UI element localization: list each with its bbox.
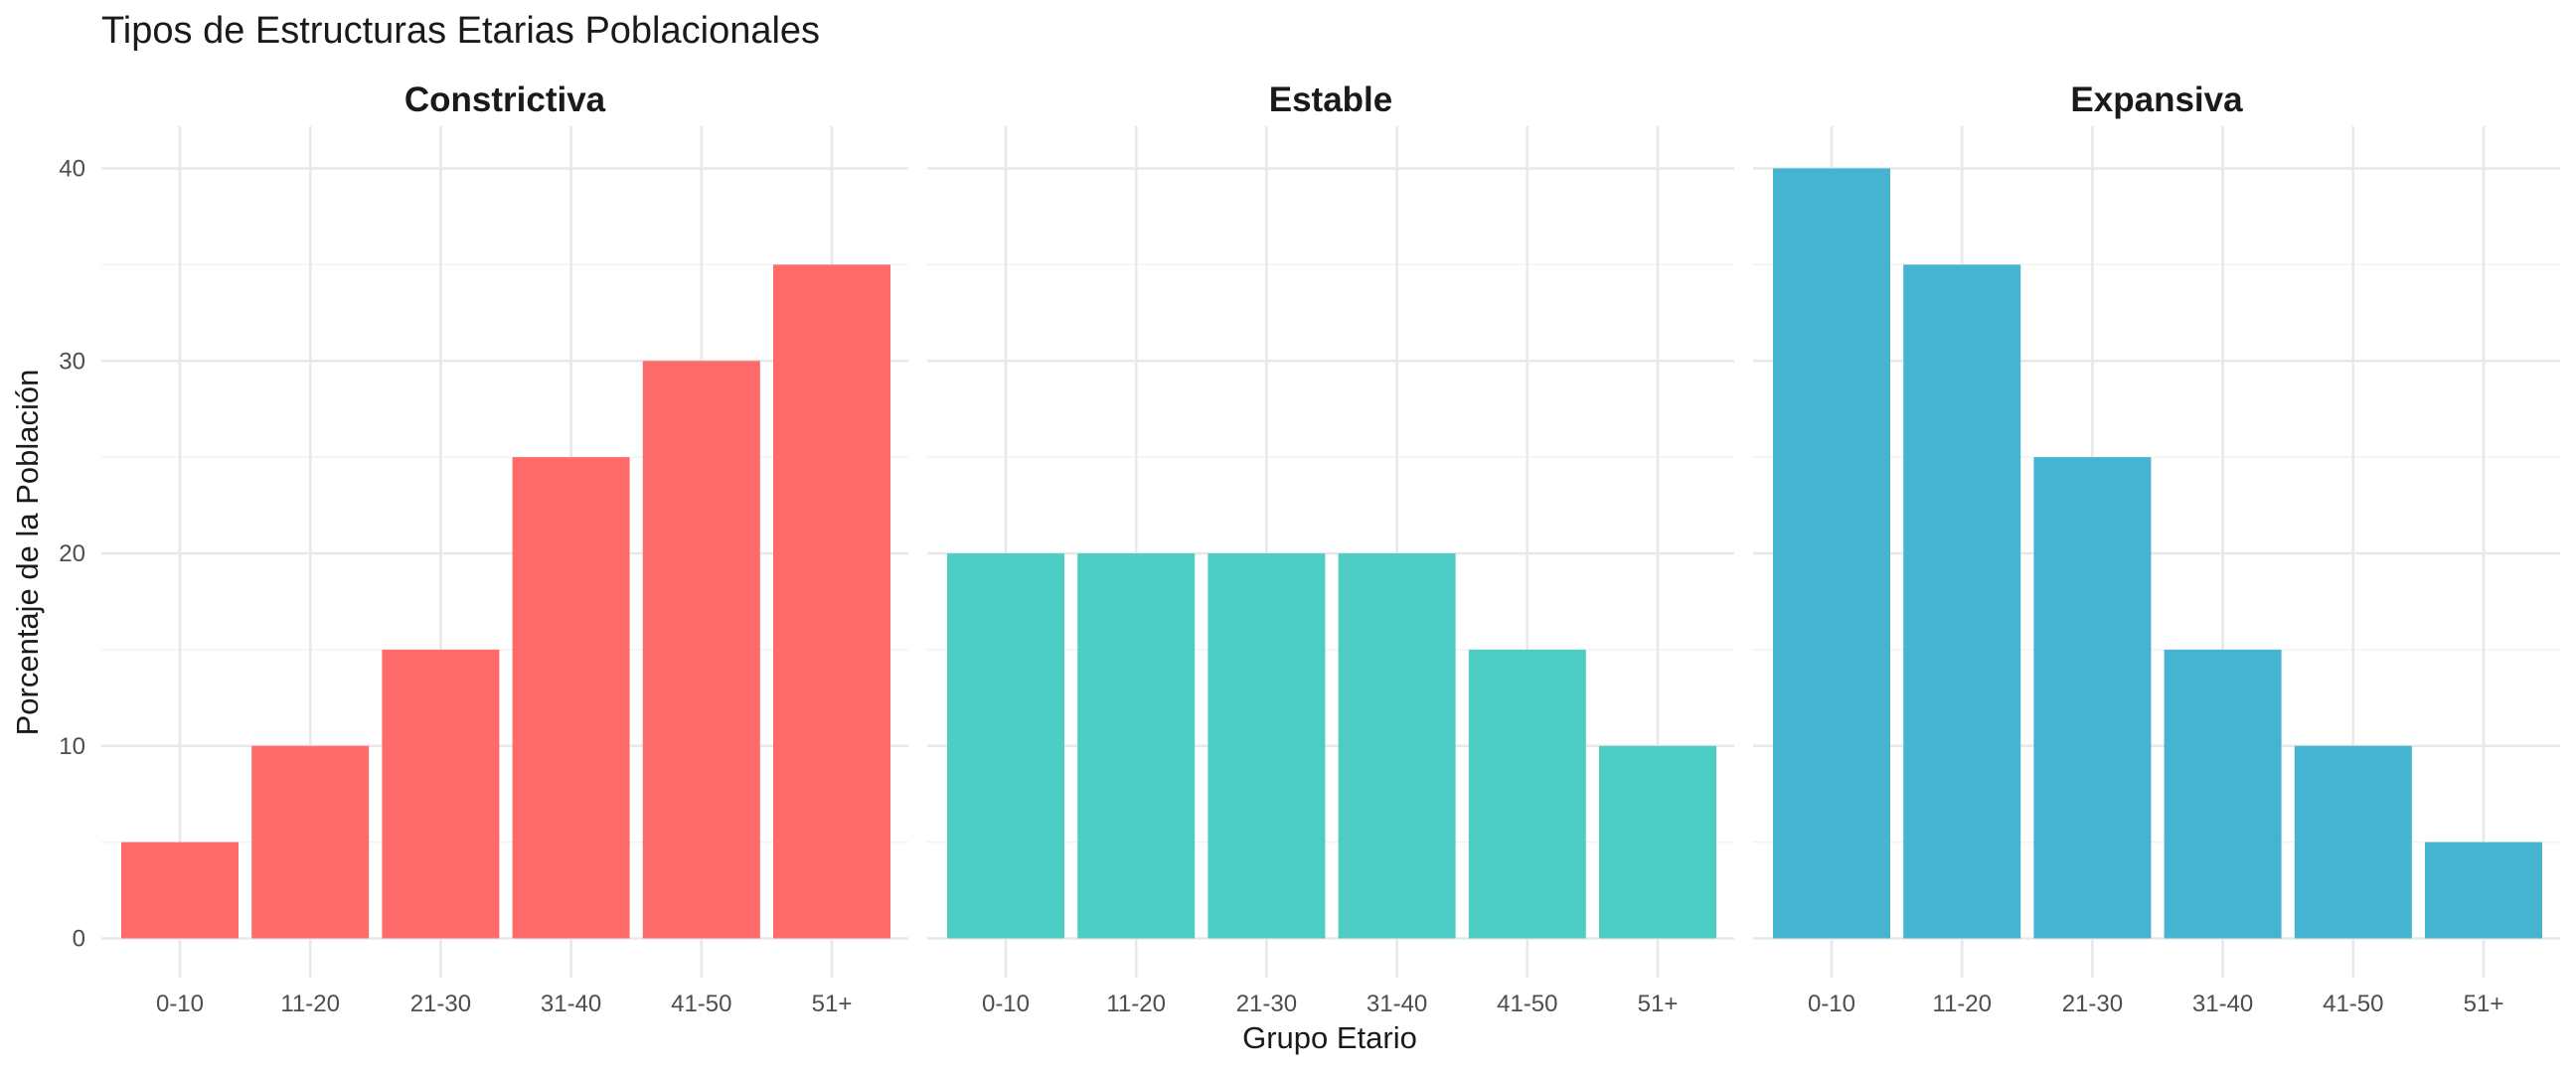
- x-tick-label: 31-40: [541, 991, 601, 1017]
- bar-estable-0-10: [947, 553, 1064, 939]
- x-tick-label: 21-30: [410, 991, 471, 1017]
- facet-panel-expansiva: 0-10 11-20 21-30 31-40 41-50 51+ Expansiva: [1753, 80, 2560, 1017]
- bar-expansiva-31-40: [2164, 649, 2282, 939]
- y-tick-label: 40: [59, 156, 85, 183]
- facet-title: Estable: [1269, 80, 1393, 119]
- bar-constrictiva-51+: [773, 264, 890, 939]
- chart-title: Tipos de Estructuras Etarias Poblacional…: [101, 10, 820, 52]
- x-tick-label: 11-20: [280, 991, 340, 1017]
- bar-estable-41-50: [1468, 649, 1586, 939]
- x-tick-label: 21-30: [1236, 991, 1297, 1017]
- x-tick-label: 31-40: [2192, 991, 2253, 1017]
- y-tick-label: 0: [73, 926, 85, 953]
- bar-expansiva-11-20: [1903, 264, 2021, 939]
- x-tick-label: 0-10: [1808, 991, 1855, 1017]
- bar-constrictiva-21-30: [382, 649, 500, 939]
- x-tick-label: 41-50: [671, 991, 731, 1017]
- bar-expansiva-41-50: [2294, 745, 2412, 939]
- bar-constrictiva-31-40: [512, 457, 630, 939]
- y-tick-label: 20: [59, 540, 85, 567]
- bar-constrictiva-41-50: [642, 361, 760, 939]
- bar-estable-51+: [1599, 745, 1716, 939]
- x-tick-label: 41-50: [1497, 991, 1557, 1017]
- x-tick-label: 11-20: [1106, 991, 1166, 1017]
- y-tick-label: 10: [59, 733, 85, 760]
- x-tick-label: 51+: [2464, 991, 2504, 1017]
- x-tick-label: 11-20: [1932, 991, 1992, 1017]
- x-tick-label: 0-10: [156, 991, 204, 1017]
- facet-panels: 0-10 11-20 21-30 31-40 41-50 51+Constrictiva0…: [101, 80, 2560, 1017]
- bar-estable-21-30: [1208, 553, 1326, 939]
- bar-expansiva-51+: [2425, 842, 2542, 939]
- bar-constrictiva-11-20: [251, 745, 370, 939]
- bar-expansiva-21-30: [2033, 457, 2152, 939]
- x-tick-label: 21-30: [2062, 991, 2123, 1017]
- facet-panel-constrictiva: 0-10 11-20 21-30 31-40 41-50 51+ Constrictiva: [101, 80, 908, 1017]
- facet-title: Expansiva: [2070, 80, 2243, 119]
- bar-expansiva-0-10: [1773, 168, 1890, 939]
- x-tick-label: 51+: [812, 991, 853, 1017]
- x-tick-label: 41-50: [2323, 991, 2383, 1017]
- y-tick-label: 30: [59, 348, 85, 375]
- bar-constrictiva-0-10: [121, 842, 239, 939]
- y-axis-ticks: 0 10 20 30 40: [59, 156, 85, 953]
- x-tick-label: 0-10: [982, 991, 1030, 1017]
- facet-panel-estable: 0-10 11-20 21-30 31-40 41-50 51+ Estable: [927, 80, 1734, 1017]
- y-axis-label: Porcentaje de la Población: [10, 370, 45, 736]
- x-tick-label: 51+: [1638, 991, 1679, 1017]
- x-axis-label: Grupo Etario: [1242, 1020, 1417, 1055]
- bar-estable-31-40: [1338, 553, 1456, 939]
- x-tick-label: 31-40: [1367, 991, 1427, 1017]
- facet-title: Constrictiva: [404, 80, 606, 119]
- bar-estable-11-20: [1077, 553, 1196, 939]
